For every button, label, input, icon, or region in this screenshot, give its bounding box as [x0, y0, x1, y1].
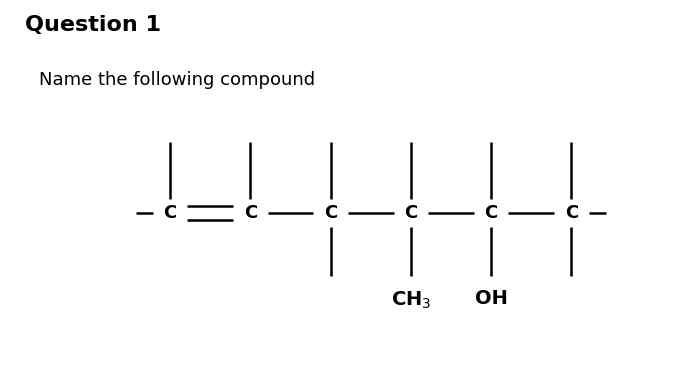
Text: C: C: [244, 204, 257, 222]
Text: Question 1: Question 1: [25, 15, 161, 35]
Text: Name the following compound: Name the following compound: [38, 71, 315, 89]
Text: C: C: [324, 204, 337, 222]
Text: C: C: [404, 204, 417, 222]
Text: CH$_3$: CH$_3$: [391, 289, 431, 311]
Text: OH: OH: [475, 289, 508, 308]
Text: C: C: [565, 204, 578, 222]
Text: C: C: [164, 204, 177, 222]
Text: C: C: [484, 204, 498, 222]
